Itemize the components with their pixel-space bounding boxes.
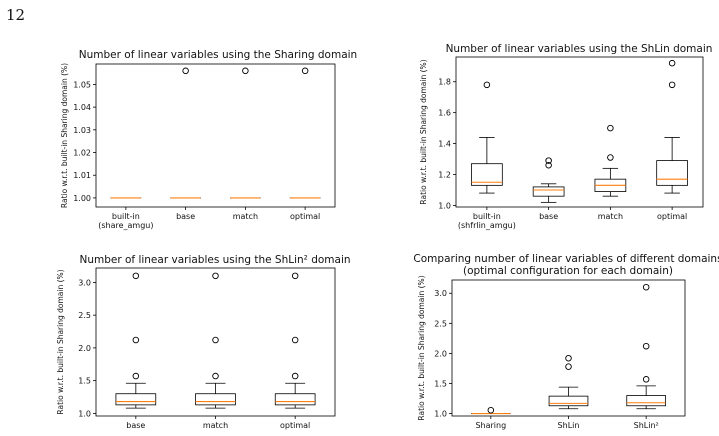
chart-4-xtick-label: ShLin² [634, 421, 659, 430]
chart-3-xtick-label: match [203, 421, 228, 430]
chart-2-box [471, 163, 503, 186]
chart-3-outlier [132, 272, 140, 280]
chart-2-outlier [607, 124, 614, 132]
chart-3-box [115, 393, 157, 406]
chart-2-xtick-label: (shfrlin_amgu) [458, 221, 516, 230]
chart-2-xtick-label: built-in [473, 212, 501, 221]
chart-1-ylabel: Ratio w.r.t. built-in Sharing domain (%) [60, 63, 69, 208]
chart-1-ytick-label: 1.05 [73, 80, 91, 89]
chart-3-outlier [212, 272, 219, 280]
chart-4-outlier [642, 376, 650, 383]
chart-1-ytick-label: 1.04 [73, 103, 91, 112]
chart-2-ytick-label: 1.4 [438, 140, 451, 149]
chart-2-ytick-label: 1.6 [438, 109, 451, 118]
chart-1-xtick-label: base [176, 212, 195, 221]
chart-4-box [626, 395, 666, 407]
chart-3-outlier [212, 372, 219, 380]
chart-1-outlier [182, 67, 189, 75]
chart-4-ylabel: Ratio w.r.t. built-in Sharing domain (%) [417, 275, 426, 420]
chart-1-outlier [301, 67, 309, 75]
chart-3-outlier [132, 372, 140, 380]
chart-3-outlier [291, 272, 299, 280]
chart-2-outlier [545, 161, 552, 169]
chart-2-xtick-label: optimal [657, 212, 687, 221]
chart-4-ytick-label: 2.0 [434, 349, 447, 358]
chart-1-ytick-label: 1.00 [73, 194, 91, 203]
page-number: 12 [6, 6, 26, 24]
chart-4-outlier [565, 354, 572, 362]
chart-3-ytick-label: 2.5 [78, 311, 91, 320]
chart-1-xtick-label: (share_amgu) [98, 221, 153, 230]
chart-3-xtick-label: optimal [280, 421, 310, 430]
chart-4-title: Comparing number of linear variables of … [413, 253, 719, 265]
chart-1-ytick-label: 1.02 [73, 149, 91, 158]
chart-3-outlier [132, 336, 140, 344]
chart-2-box [532, 186, 565, 197]
chart-4-subtitle: (optimal configuration for each domain) [463, 265, 673, 277]
chart-2-xtick-label: base [539, 212, 558, 221]
chart-2-outlier [607, 154, 614, 161]
chart-3-box [195, 393, 236, 406]
chart-1-ytick-label: 1.01 [73, 171, 91, 180]
chart-2-title: Number of linear variables using the ShL… [446, 43, 713, 55]
chart-2-ylabel: Ratio w.r.t. built-in Sharing domain (%) [419, 59, 428, 204]
chart-2-outlier [668, 81, 676, 89]
chart-4-ytick-label: 1.5 [434, 380, 447, 389]
chart-4-ytick-label: 1.0 [434, 410, 447, 419]
chart-1-xtick-label: match [233, 212, 258, 221]
chart-2-axes-frame [455, 56, 704, 208]
chart-1-outlier [242, 67, 249, 75]
chart-3-outlier [291, 372, 299, 380]
chart-3-outlier [212, 336, 219, 344]
chart-4-outlier [642, 283, 650, 291]
chart-3-shlin2: Number of linear variables using the ShL… [56, 254, 351, 430]
chart-4-xtick-label: Sharing [475, 421, 506, 430]
chart-4-outlier [565, 363, 572, 370]
chart-1-ytick-label: 1.03 [73, 126, 91, 135]
chart-1-xtick-label: built-in [112, 212, 140, 221]
chart-1-sharing: Number of linear variables using the Sha… [60, 49, 357, 230]
chart-2-outlier [668, 59, 676, 67]
chart-2-outlier [545, 157, 552, 164]
chart-2-outlier [483, 81, 491, 89]
chart-1-xtick-label: optimal [290, 212, 320, 221]
chart-3-ytick-label: 2.0 [78, 344, 91, 353]
chart-4-box [548, 395, 589, 407]
chart-2-ytick-label: 1.2 [438, 171, 451, 180]
chart-2-box [656, 160, 688, 186]
chart-2-shlin: Number of linear variables using the ShL… [419, 43, 712, 230]
chart-4-xtick-label: ShLin [558, 421, 580, 430]
chart-3-title: Number of linear variables using the ShL… [79, 254, 350, 266]
chart-3-ytick-label: 1.5 [78, 377, 91, 386]
chart-3-xtick-label: base [126, 421, 145, 430]
chart-4-comparison: Comparing number of linear variables of … [413, 253, 719, 430]
chart-3-ytick-label: 3.0 [78, 278, 91, 287]
chart-1-axes-frame [95, 63, 336, 208]
chart-3-box [274, 393, 316, 406]
chart-1-title: Number of linear variables using the Sha… [79, 49, 357, 61]
chart-4-outlier [487, 406, 495, 414]
chart-4-ytick-label: 3.0 [434, 289, 447, 298]
chart-4-outlier [642, 342, 650, 350]
chart-3-outlier [291, 336, 299, 344]
chart-2-ytick-label: 1.8 [438, 78, 451, 87]
chart-4-ytick-label: 2.5 [434, 319, 447, 328]
chart-3-ytick-label: 1.0 [78, 409, 91, 418]
chart-3-ylabel: Ratio w.r.t. built-in Sharing domain (%) [56, 269, 65, 414]
chart-2-xtick-label: match [598, 212, 623, 221]
chart-2-ytick-label: 1.0 [438, 201, 451, 210]
